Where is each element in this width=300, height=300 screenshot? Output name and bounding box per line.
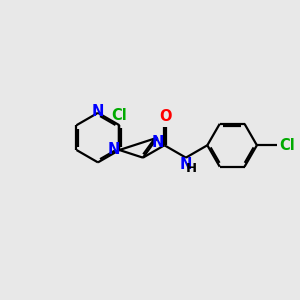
Text: Cl: Cl [112,108,127,123]
Text: Cl: Cl [279,138,295,153]
Text: O: O [160,109,172,124]
Text: H: H [186,162,197,175]
Text: N: N [92,104,104,119]
Text: N: N [180,157,192,172]
Text: N: N [108,142,120,157]
Text: N: N [152,135,164,150]
